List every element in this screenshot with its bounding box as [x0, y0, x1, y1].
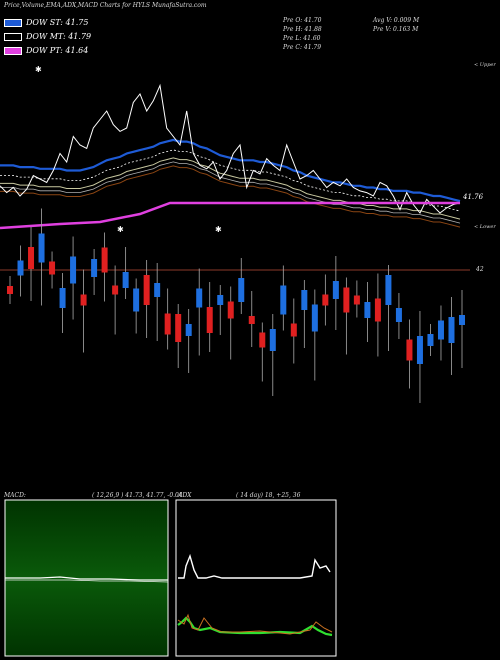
- candle-up: [217, 295, 224, 305]
- plus-di-line: [177, 616, 333, 637]
- adx-label: ADX: [178, 492, 192, 499]
- ema-line-blue: [0, 138, 461, 203]
- adx-background: [175, 499, 337, 657]
- adx-line: [178, 553, 331, 579]
- legend-dow-pt: DOW PT: 41.64: [4, 46, 88, 55]
- legend-dow-st: DOW ST: 41.75: [4, 18, 88, 27]
- minus-di-line: [177, 613, 333, 635]
- candle-up: [311, 304, 318, 332]
- macd-params: ( 12,26,9 ) 41.73, 41.77, -0.04: [92, 492, 183, 499]
- level-label: 42: [476, 266, 484, 273]
- candle-down: [322, 294, 329, 306]
- candle-up: [122, 272, 129, 288]
- candle-down: [7, 286, 13, 294]
- macd-line: [5, 576, 168, 581]
- prev-close: Pre C: 41.79: [283, 44, 322, 51]
- candle-up: [70, 256, 77, 284]
- ema-line-mid: [0, 149, 461, 212]
- candle-down: [374, 298, 381, 322]
- candle-up: [385, 275, 392, 305]
- last-price-label: 41.76: [463, 193, 484, 201]
- dow-pt-line: [0, 201, 460, 230]
- candle-down: [343, 287, 350, 313]
- candle-up: [269, 329, 276, 351]
- candle-up: [185, 324, 192, 336]
- marker-glyph-1: ✱: [35, 65, 42, 74]
- candle-up: [459, 315, 465, 325]
- avg-volume: Avg V: 0.009 M: [373, 17, 420, 24]
- candle-up: [301, 290, 308, 310]
- prev-high: Pre H: 41.88: [283, 26, 322, 33]
- candle-up: [395, 308, 402, 322]
- candle-up: [154, 283, 161, 297]
- candle-down: [164, 313, 171, 335]
- candle-up: [437, 320, 444, 340]
- ema-line-slow-2: [0, 161, 461, 224]
- candle-down: [353, 295, 360, 305]
- legend-label-pt: DOW PT: 41.64: [26, 46, 89, 55]
- marker-glyph-3: ✱: [215, 225, 222, 234]
- candle-up: [332, 281, 339, 299]
- candle-up: [17, 260, 24, 276]
- candle-up: [196, 288, 203, 308]
- prev-open: Pre O: 41.70: [283, 17, 322, 24]
- candle-down: [406, 339, 413, 361]
- marker-glyph-2: ✱: [117, 225, 124, 234]
- upper-label: < Upper: [474, 62, 496, 68]
- candle-up: [416, 336, 423, 364]
- lower-label: < Lower: [474, 224, 496, 230]
- candle-down: [143, 275, 150, 305]
- legend-label-st: DOW ST: 41.75: [26, 18, 89, 27]
- candle-down: [80, 294, 87, 306]
- candle-down: [259, 332, 266, 348]
- candle-down: [112, 285, 119, 295]
- candle-up: [38, 233, 45, 263]
- candle-down: [28, 247, 35, 269]
- candle-down: [227, 301, 234, 319]
- candle-up: [364, 302, 371, 318]
- ema-line-brown: [0, 165, 461, 228]
- legend-label-mt: DOW MT: 41.79: [26, 32, 92, 41]
- candle-up: [133, 288, 140, 312]
- macd-label: MACD:: [4, 492, 26, 499]
- candle-down: [290, 323, 297, 337]
- candle-down: [206, 307, 213, 333]
- candle-up: [448, 317, 455, 343]
- prev-low: Pre L: 41.60: [283, 35, 321, 42]
- macd-signal: [5, 579, 169, 583]
- candle-down: [248, 316, 255, 324]
- candle-up: [91, 259, 98, 277]
- legend-swatch-st: [4, 18, 22, 27]
- prev-volume: Pre V: 0.163 M: [373, 26, 419, 33]
- candle-up: [427, 334, 434, 346]
- candle-up: [280, 285, 287, 315]
- legend-swatch-mt: [4, 32, 22, 41]
- legend-swatch-pt: [4, 46, 22, 55]
- adx-params: ( 14 day) 18, +25, 36: [236, 492, 301, 499]
- legend-dow-mt: DOW MT: 41.79: [4, 32, 91, 41]
- macd-background: [4, 499, 169, 657]
- ema-line-slow-1: [0, 157, 461, 220]
- candle-down: [49, 261, 56, 275]
- candle-down: [101, 247, 108, 273]
- price-chart: ✱ ✱ ✱: [0, 65, 470, 403]
- price-close-line: [0, 83, 461, 214]
- candle-down: [175, 314, 182, 342]
- candle-up: [59, 288, 66, 308]
- candle-up: [238, 278, 245, 302]
- chart-title: Price,Volume,EMA,ADX,MACD Charts for HYL…: [4, 2, 207, 9]
